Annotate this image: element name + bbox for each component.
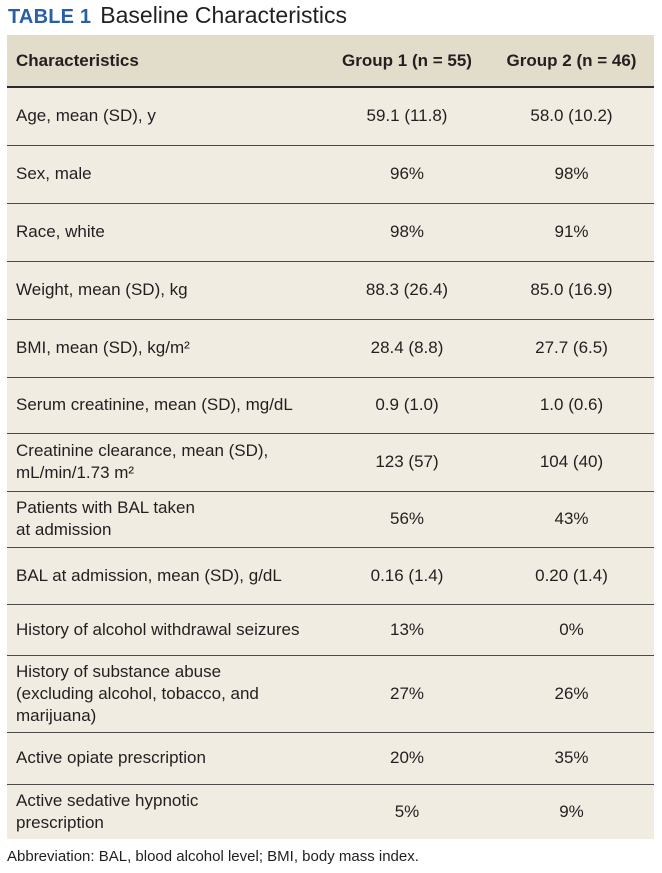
group-1-value: 13% [389,619,425,639]
row-label-line: (excluding alcohol, tobacco, and [16,683,259,703]
row-label-line: BAL at admission, mean (SD), g/dL [16,565,282,585]
row-label-line: Patients with BAL taken [16,498,195,517]
group-1-value: 0.9 (1.0) [375,395,439,414]
group-1-value: 96% [389,164,425,183]
column-header-characteristics: Characteristics [7,35,325,88]
column-header-group-1: Group 1 (n = 55) [325,35,489,88]
group-1-value: 59.1 (11.8) [366,106,448,126]
group-2-value: 0% [559,619,584,639]
group-1-value: 98% [389,222,425,241]
table-row: Creatinine clearance, mean (SD), mL/min/1… [7,433,654,491]
group-2-value: 85.0 (16.9) [530,280,613,299]
row-label-line: Active opiate prescription [16,748,206,767]
row-label: Sex, male [7,145,325,203]
row-label-line: History of substance abuse [16,661,222,681]
row-label-line: Active sedative hypnotic [16,790,199,810]
table-row: Sex, male 96% 98% [7,145,654,203]
table-row: History of substance abuse (excluding alc… [7,655,654,732]
table-row: Race, white 98% 91% [7,203,654,261]
row-label-line: at admission [16,520,112,539]
row-label-line: mL/min/1.73 m² [16,463,135,482]
row-label-line: Weight, mean (SD), kg [16,280,188,299]
baseline-characteristics-table: Characteristics Group 1 (n = 55) Group 2… [7,35,654,839]
row-label-line: Serum creatinine, mean (SD), mg/dL [16,395,293,414]
table-number-label: TABLE 1 [8,6,92,28]
row-label-line: History of alcohol withdrawal seizures [16,619,300,639]
group-2-value: 9% [559,801,584,821]
group-2-value: 58.0 (10.2) [530,106,613,126]
table-row: Patients with BAL taken at admission 56% 43… [7,491,654,547]
group-1-value: 5% [394,801,420,821]
table-row: BMI, mean (SD), kg/m² 28.4 (8.8) 27.7 (6.5… [7,319,654,377]
table-row: Active sedative hypnotic prescription 5% 9% [7,784,654,839]
row-label: BAL at admission, mean (SD), g/dL [7,547,325,604]
group-2-value: 98% [554,164,589,183]
group-2-value: 0.20 (1.4) [535,565,608,585]
table-title: TABLE 1 Baseline Characteristics [8,2,347,32]
group-2-value: 1.0 (0.6) [539,395,604,414]
row-label-line: Race, white [16,222,105,241]
group-1-value: 27% [389,683,425,703]
row-label: Race, white [7,203,325,261]
table-title-text: Baseline Characteristics [100,2,347,28]
group-2-value: 91% [554,222,589,241]
table-row: BAL at admission, mean (SD), g/dL 0.16 (1… [7,547,654,604]
group-2-value: 26% [554,683,589,703]
table-row: Age, mean (SD), y 59.1 (11.8) 58.0 (10.2) [7,87,654,145]
row-label-line: Sex, male [16,164,92,183]
row-label: Weight, mean (SD), kg [7,261,325,319]
group-2-value: 104 (40) [539,452,604,471]
row-label: Active sedative hypnotic prescription [7,784,325,839]
group-2-value: 27.7 (6.5) [535,338,608,357]
row-label: History of alcohol withdrawal seizures [7,604,325,655]
table-row: Weight, mean (SD), kg 88.3 (26.4) 85.0 (16… [7,261,654,319]
row-label-line: marijuana) [16,705,97,725]
group-2-value: 43% [554,509,589,528]
table-footnote: Abbreviation: BAL, blood alcohol level; … [7,848,419,865]
group-1-value: 88.3 (26.4) [365,280,449,299]
table-row: History of alcohol withdrawal seizures 13… [7,604,654,655]
row-label: History of substance abuse (excluding alc… [7,655,325,732]
group-1-value: 56% [389,509,425,528]
row-label: Serum creatinine, mean (SD), mg/dL [7,377,325,433]
group-1-value: 123 (57) [375,452,439,471]
row-label-line: Age, mean (SD), y [16,106,156,126]
column-header-group-2: Group 2 (n = 46) [489,35,654,88]
row-label: Age, mean (SD), y [7,87,325,145]
table-row: Active opiate prescription 20% 35% [7,732,654,784]
group-2-value: 35% [554,748,589,767]
row-label: BMI, mean (SD), kg/m² [7,319,325,377]
table-header-row: Characteristics Group 1 (n = 55) Group 2… [7,35,654,88]
group-1-value: 28.4 (8.8) [370,338,444,357]
row-label-line: prescription [16,812,104,832]
row-label-line: Creatinine clearance, mean (SD), [16,441,269,460]
row-label: Patients with BAL taken at admission [7,491,325,547]
group-1-value: 0.16 (1.4) [370,565,444,585]
row-label: Active opiate prescription [7,732,325,784]
row-label: Creatinine clearance, mean (SD), mL/min/1… [7,433,325,491]
row-label-line: BMI, mean (SD), kg/m² [16,338,190,357]
table-row: Serum creatinine, mean (SD), mg/dL 0.9 (1… [7,377,654,433]
group-1-value: 20% [389,748,425,767]
